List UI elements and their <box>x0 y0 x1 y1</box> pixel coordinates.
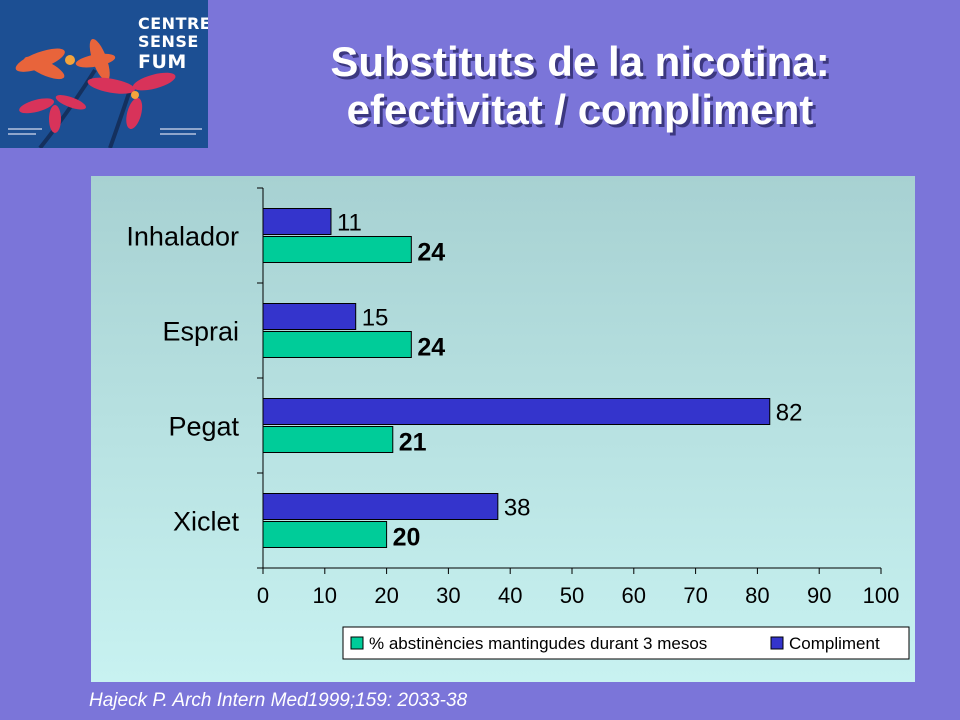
data-label-abstinence: 21 <box>399 429 427 457</box>
category-label: Esprai <box>162 317 239 347</box>
x-tick-label: 80 <box>745 583 769 608</box>
legend-swatch-abstinence <box>350 636 364 650</box>
legend-swatch-compliment <box>770 636 784 650</box>
citation: Hajeck P. Arch Intern Med1999;159: 2033-… <box>89 690 468 711</box>
x-tick-label: 70 <box>683 583 707 608</box>
data-label-compliment: 82 <box>776 400 803 427</box>
x-tick-label: 10 <box>313 583 337 608</box>
x-tick-label: 50 <box>560 583 584 608</box>
logo-text-line3: FUM <box>138 51 187 73</box>
bar-abstinence <box>262 331 412 358</box>
logo-text-line2: SENSE <box>138 32 199 51</box>
bar-compliment <box>262 493 499 520</box>
data-label-abstinence: 24 <box>417 239 445 267</box>
category-label: Pegat <box>168 412 239 442</box>
centre-sense-fum-logo: CENTRE SENSE FUM <box>0 0 208 148</box>
legend-box <box>342 626 910 660</box>
flower-logo-graphic <box>0 0 208 148</box>
logo-text-line1: CENTRE <box>138 14 208 33</box>
bar-abstinence <box>262 521 388 548</box>
data-label-compliment: 11 <box>337 210 362 237</box>
x-tick-label: 40 <box>498 583 522 608</box>
slide-title: Substituts de la nicotina: efectivitat /… <box>215 38 945 134</box>
x-tick-label: 60 <box>622 583 646 608</box>
data-label-abstinence: 20 <box>393 524 421 552</box>
data-label-compliment: 38 <box>504 495 531 522</box>
bar-compliment <box>262 303 357 330</box>
slide-title-line1: Substituts de la nicotina: <box>330 38 830 85</box>
legend-label-compliment: Compliment <box>789 634 880 653</box>
slide-title-line2: efectivitat / compliment <box>346 86 814 133</box>
x-tick-label: 0 <box>257 583 269 608</box>
bar-abstinence <box>262 236 412 263</box>
x-tick-label: 100 <box>863 583 900 608</box>
bar-chart: 0 10 20 30 40 50 60 70 80 90 100 Inhalador 11 24 Espra… <box>126 187 910 660</box>
legend-label-abstinence: % abstinències mantingudes durant 3 meso… <box>369 634 707 653</box>
x-tick-label: 30 <box>436 583 460 608</box>
x-tick-label: 90 <box>807 583 831 608</box>
x-tick-label: 20 <box>374 583 398 608</box>
bar-abstinence <box>262 426 394 453</box>
category-label: Xiclet <box>173 507 240 537</box>
chart-panel: 0 10 20 30 40 50 60 70 80 90 100 Inhalador 11 24 Espra… <box>91 176 915 682</box>
data-label-abstinence: 24 <box>417 334 445 362</box>
data-label-compliment: 15 <box>362 305 389 332</box>
bar-compliment <box>262 398 771 425</box>
category-label: Inhalador <box>126 222 239 252</box>
bar-compliment <box>262 208 332 235</box>
